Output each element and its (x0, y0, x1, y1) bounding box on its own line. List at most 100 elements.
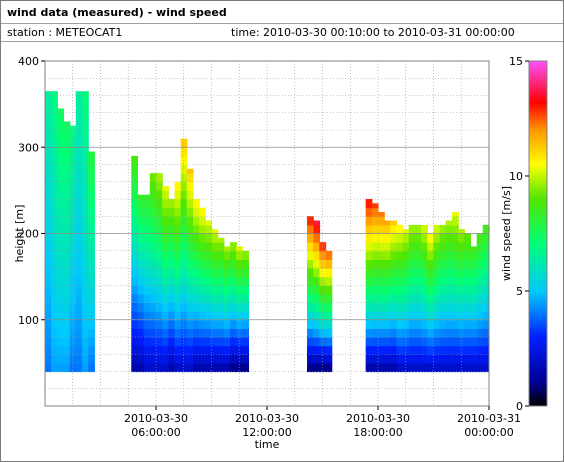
heatmap-cell (51, 130, 58, 140)
heatmap-cell (57, 345, 65, 355)
heatmap-cell (51, 345, 58, 355)
heatmap-cell (63, 293, 71, 304)
heatmap-cell (390, 285, 398, 295)
heatmap-cell (137, 259, 145, 269)
heatmap-cell (149, 319, 157, 329)
heatmap-cell (365, 242, 373, 252)
heatmap-cell (313, 337, 321, 347)
heatmap-cell (45, 130, 52, 140)
heatmap-cell (51, 91, 58, 97)
heatmap-cell (445, 285, 453, 295)
heatmap-cell (365, 302, 373, 312)
heatmap-cell (211, 250, 219, 260)
heatmap-cell (390, 293, 398, 304)
heatmap-cell (482, 345, 490, 355)
heatmap-cell (325, 362, 333, 373)
heatmap-cell (199, 293, 206, 304)
heatmap-cell (445, 250, 453, 260)
heatmap-cell (390, 302, 398, 312)
heatmap-cell (82, 362, 89, 373)
heatmap-cell (57, 199, 65, 209)
heatmap-cell (57, 259, 65, 269)
heatmap-cell (162, 354, 169, 364)
heatmap-cell (63, 190, 71, 200)
heatmap-cell (476, 354, 484, 364)
heatmap-cell (199, 276, 206, 286)
heatmap-cell (205, 259, 213, 269)
heatmap-cell (236, 268, 243, 278)
heatmap-cell (452, 362, 459, 373)
heatmap-cell (319, 250, 327, 260)
heatmap-cell (75, 138, 83, 148)
heatmap-cell (174, 224, 182, 235)
heatmap-cell (186, 224, 194, 235)
heatmap-cell (464, 328, 472, 338)
heatmap-cell (433, 311, 441, 321)
heatmap-cell (82, 104, 89, 114)
heatmap-cell (402, 337, 410, 347)
heatmap-cell (421, 233, 428, 243)
heatmap-cell (242, 311, 250, 321)
heatmap-cell (421, 337, 428, 347)
heatmap-cell (57, 224, 65, 235)
heatmap-cell (427, 250, 435, 260)
heatmap-cell (223, 311, 231, 321)
heatmap-cell (168, 319, 176, 329)
heatmap-cell (45, 216, 52, 226)
heatmap-cell (75, 285, 83, 295)
heatmap-cell (88, 233, 95, 243)
heatmap-cell (378, 268, 385, 278)
heatmap-cell (313, 259, 321, 269)
heatmap-cell (325, 319, 333, 329)
heatmap-cell (439, 337, 447, 347)
heatmap-cell (433, 268, 441, 278)
heatmap-cell (415, 268, 422, 278)
heatmap-cell (313, 319, 321, 329)
heatmap-cell (217, 242, 225, 252)
heatmap-cell (421, 311, 428, 321)
heatmap-cell (205, 362, 213, 373)
heatmap-cell (168, 354, 176, 364)
heatmap-cell (131, 293, 139, 304)
heatmap-cell (223, 268, 231, 278)
heatmap-cell (365, 233, 373, 243)
heatmap-cell (452, 268, 459, 278)
heatmap-cell (470, 259, 478, 269)
heatmap-cell (82, 181, 89, 191)
heatmap-cell (378, 242, 385, 252)
heatmap-cell (464, 285, 472, 295)
heatmap-cell (199, 311, 206, 321)
heatmap-cell (390, 233, 398, 243)
heatmap-cell (365, 276, 373, 286)
heatmap-cell (325, 250, 333, 260)
y-tick-label: 300 (18, 141, 39, 154)
heatmap-cell (365, 345, 373, 355)
heatmap-cell (408, 328, 416, 338)
heatmap-cell (415, 354, 422, 364)
heatmap-cell (371, 224, 379, 235)
heatmap-cell (51, 293, 58, 304)
heatmap-cell (313, 293, 321, 304)
heatmap-cell (82, 285, 89, 295)
heatmap-cell (82, 121, 89, 131)
heatmap-cell (149, 250, 157, 260)
heatmap-cell (156, 345, 163, 355)
heatmap-cell (378, 259, 385, 269)
heatmap-cell (82, 268, 89, 278)
heatmap-cell (378, 345, 385, 355)
chart-title: wind data (measured) - wind speed (7, 6, 227, 19)
heatmap-cell (378, 276, 385, 286)
heatmap-cell (464, 311, 472, 321)
heatmap-cell (51, 233, 58, 243)
heatmap-cell (174, 216, 182, 226)
heatmap-cell (51, 121, 58, 131)
heatmap-cell (313, 354, 321, 364)
heatmap-cell (365, 216, 373, 226)
heatmap-cell (51, 112, 58, 122)
heatmap-cell (82, 319, 89, 329)
heatmap-cell (57, 285, 65, 295)
heatmap-cell (149, 190, 157, 200)
heatmap-cell (396, 319, 404, 329)
heatmap-cell (63, 155, 71, 166)
heatmap-cell (88, 242, 95, 252)
